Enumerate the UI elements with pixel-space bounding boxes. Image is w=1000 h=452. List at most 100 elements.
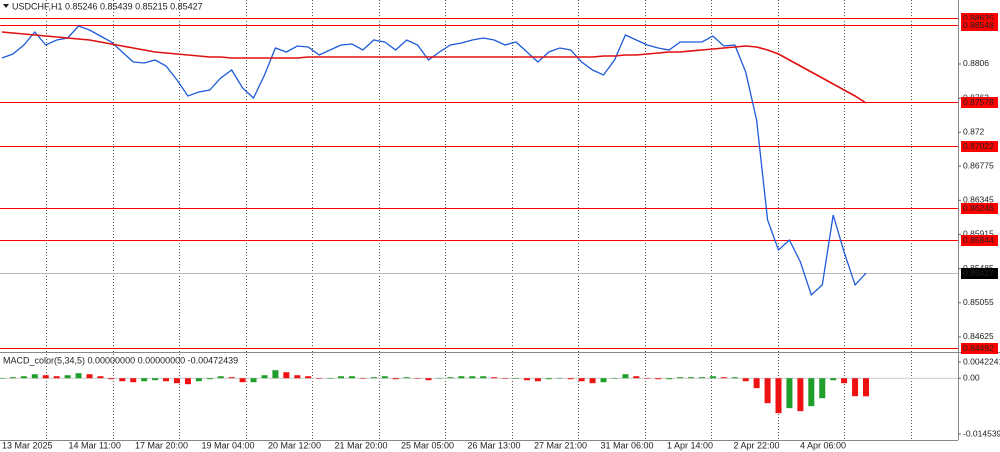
histogram-bar bbox=[338, 376, 345, 379]
histogram-bar bbox=[97, 376, 104, 379]
histogram-bar bbox=[698, 377, 705, 379]
level-label-box bbox=[961, 20, 998, 31]
x-tick-label: 19 Mar 04:00 bbox=[202, 440, 255, 450]
histogram-bar bbox=[677, 377, 684, 379]
level-label-box bbox=[961, 97, 998, 108]
histogram-bar bbox=[534, 378, 541, 382]
chart-title: USDCHF,H1 0.85246 0.85439 0.85215 0.8542… bbox=[12, 1, 203, 11]
histogram-bar bbox=[458, 376, 465, 379]
level-label: 0.88635 bbox=[963, 13, 994, 23]
histogram-bar bbox=[753, 378, 760, 389]
histogram-bar bbox=[633, 376, 640, 379]
histogram-bar bbox=[239, 378, 246, 383]
menu-arrow bbox=[3, 4, 9, 8]
histogram-bar bbox=[152, 378, 159, 381]
x-tick-label: 14 Mar 11:00 bbox=[69, 440, 121, 450]
level-label: 0.84492 bbox=[963, 343, 994, 353]
histogram-bar bbox=[720, 377, 727, 379]
histogram-bar bbox=[370, 377, 377, 379]
histogram-bar bbox=[830, 378, 837, 381]
histogram-bar bbox=[611, 378, 618, 379]
histogram-bar bbox=[305, 376, 312, 379]
histogram-bar bbox=[556, 378, 563, 379]
histogram-bar bbox=[447, 377, 454, 379]
indicator-title: MACD_color(5,34,5) 0.00000000 0.00000000… bbox=[3, 355, 238, 365]
histogram-bar bbox=[272, 370, 279, 379]
x-tick-label: 17 Mar 20:00 bbox=[135, 440, 188, 450]
x-tick-label: 20 Mar 12:00 bbox=[268, 440, 321, 450]
histogram-bar bbox=[316, 378, 323, 379]
histogram-bar bbox=[436, 378, 443, 379]
histogram-bar bbox=[841, 378, 848, 384]
histogram-bar bbox=[852, 378, 859, 397]
histogram-bar bbox=[403, 377, 410, 379]
histogram-bar bbox=[786, 378, 793, 409]
y-tick-label: 0.00 bbox=[963, 372, 980, 382]
histogram-bar bbox=[808, 378, 815, 407]
histogram-bar bbox=[119, 378, 126, 382]
level-label: 0.86246 bbox=[963, 203, 994, 213]
histogram-bar bbox=[42, 375, 49, 379]
histogram-bar bbox=[414, 378, 421, 379]
histogram-bar bbox=[775, 378, 782, 414]
histogram-bar bbox=[655, 378, 662, 380]
histogram-bar bbox=[578, 378, 585, 382]
y-tick-label: 0.8806 bbox=[963, 58, 989, 68]
histogram-bar bbox=[491, 377, 498, 379]
histogram-bar bbox=[250, 378, 257, 383]
histogram-bar bbox=[480, 376, 487, 379]
level-label-box bbox=[961, 343, 998, 354]
x-tick-label: 2 Apr 22:00 bbox=[734, 440, 780, 450]
histogram-bar bbox=[359, 378, 366, 379]
level-label-box bbox=[961, 13, 998, 24]
histogram-bar bbox=[206, 378, 213, 380]
current-price-label: 0.85427 bbox=[963, 268, 994, 278]
histogram-bar bbox=[108, 378, 115, 380]
histogram-bar bbox=[86, 374, 93, 379]
x-tick-label: 4 Apr 06:00 bbox=[800, 440, 846, 450]
histogram-bar bbox=[392, 378, 399, 380]
histogram-bar bbox=[294, 375, 301, 379]
histogram-bar bbox=[327, 378, 334, 379]
y-tick-label: 0.85485 bbox=[963, 263, 994, 273]
y-tick-label: 0.86345 bbox=[963, 195, 994, 205]
x-tick-label: 25 Mar 05:00 bbox=[401, 440, 454, 450]
histogram-bar bbox=[261, 375, 268, 379]
histogram-bar bbox=[567, 378, 574, 380]
histogram-bar bbox=[348, 376, 355, 379]
x-tick-label: 1 Apr 14:00 bbox=[667, 440, 713, 450]
histogram-bar bbox=[469, 376, 476, 379]
histogram-bar bbox=[31, 374, 38, 379]
level-label: 0.87022 bbox=[963, 141, 994, 151]
level-label-box bbox=[961, 141, 998, 152]
level-label-box bbox=[961, 203, 998, 214]
histogram-bar bbox=[228, 377, 235, 379]
y-tick-label: 0.0042241 bbox=[963, 356, 1000, 366]
y-tick-label: 0.86775 bbox=[963, 160, 994, 170]
histogram-bar bbox=[731, 377, 738, 379]
x-tick-label: 13 Mar 2025 bbox=[2, 440, 53, 450]
histogram-bar bbox=[184, 378, 191, 385]
x-tick-label: 21 Mar 20:00 bbox=[335, 440, 388, 450]
histogram-bar bbox=[709, 376, 716, 379]
histogram-bar bbox=[622, 374, 629, 379]
level-label-box bbox=[961, 235, 998, 246]
histogram-bar bbox=[797, 378, 804, 412]
histogram-bar bbox=[53, 376, 60, 379]
histogram-bar bbox=[742, 378, 749, 382]
histogram-bar bbox=[173, 378, 180, 384]
x-tick-label: 27 Mar 21:00 bbox=[534, 440, 587, 450]
histogram-bar bbox=[64, 375, 71, 379]
histogram-bar bbox=[644, 378, 651, 379]
x-tick-label: 31 Mar 06:00 bbox=[601, 440, 654, 450]
histogram-bar bbox=[195, 378, 202, 382]
moving-average bbox=[1, 31, 867, 104]
x-tick-label: 26 Mar 13:00 bbox=[468, 440, 521, 450]
histogram-bar bbox=[819, 378, 826, 399]
y-tick-label: 0.85915 bbox=[963, 229, 994, 239]
histogram-bar bbox=[381, 376, 388, 379]
histogram-bar bbox=[513, 378, 520, 379]
histogram-bar bbox=[764, 378, 771, 404]
